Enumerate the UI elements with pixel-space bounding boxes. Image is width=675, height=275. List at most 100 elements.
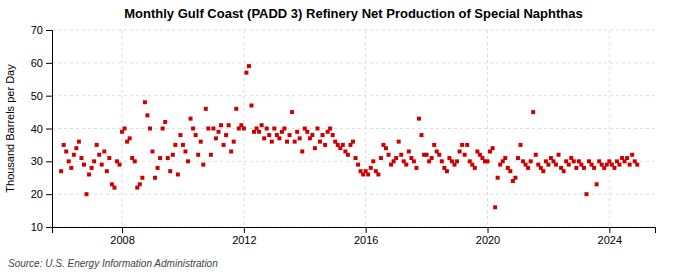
point [562, 169, 566, 173]
point [354, 156, 358, 160]
point [267, 133, 271, 137]
point [455, 159, 459, 163]
grid-line-y [52, 62, 655, 63]
point [313, 146, 317, 150]
point [295, 130, 299, 134]
point [387, 153, 391, 157]
tick: 2012 [232, 227, 256, 246]
chart-svg: 2008201220162020202410203040506070Monthl… [0, 0, 675, 275]
point [82, 163, 86, 167]
tick-label: 30 [31, 155, 43, 167]
point [74, 146, 78, 150]
tick: 40 [31, 123, 52, 135]
point [394, 156, 398, 160]
point [293, 140, 297, 144]
tick-label: 2024 [598, 234, 622, 246]
point [486, 159, 490, 163]
point [310, 133, 314, 137]
point [153, 176, 157, 180]
tick-label: 2012 [232, 234, 256, 246]
tick-label: 20 [31, 188, 43, 200]
point [584, 192, 588, 196]
point [262, 136, 266, 140]
point [123, 127, 127, 131]
point [171, 153, 175, 157]
point [178, 133, 182, 137]
point [151, 149, 155, 153]
point [77, 140, 81, 144]
point [437, 153, 441, 157]
point [399, 153, 403, 157]
point [102, 149, 106, 153]
point [491, 146, 495, 150]
tick: 10 [31, 221, 52, 233]
point [412, 159, 416, 163]
point [100, 163, 104, 167]
tick: 60 [31, 57, 52, 69]
point [206, 127, 210, 131]
tick-label: 40 [31, 123, 43, 135]
point [572, 159, 576, 163]
point [592, 166, 596, 170]
y-axis: 10203040506070 [31, 24, 53, 233]
point [346, 153, 350, 157]
tick-label: 2008 [110, 234, 134, 246]
tick: 2008 [110, 227, 134, 246]
point [432, 143, 436, 147]
point [417, 117, 421, 121]
point [513, 176, 517, 180]
tick-label: 50 [31, 90, 43, 102]
point [465, 143, 469, 147]
point [531, 110, 535, 114]
point [574, 166, 578, 170]
point [496, 176, 500, 180]
point [85, 192, 89, 196]
point [118, 163, 122, 167]
point [176, 172, 180, 176]
point [407, 149, 411, 153]
point [440, 159, 444, 163]
point [371, 159, 375, 163]
point [138, 182, 142, 186]
point [420, 133, 424, 137]
point [635, 163, 639, 167]
chart-container: 2008201220162020202410203040506070Monthl… [0, 0, 675, 275]
tick: 2016 [354, 227, 378, 246]
point [356, 163, 360, 167]
point [290, 110, 294, 114]
tick-mark [46, 63, 52, 64]
point [628, 163, 632, 167]
point [567, 163, 571, 167]
point [445, 169, 449, 173]
point [97, 153, 101, 157]
point [384, 146, 388, 150]
point [163, 120, 167, 124]
point [107, 156, 111, 160]
point [214, 136, 218, 140]
point [458, 149, 462, 153]
tick-mark [46, 96, 52, 97]
point [341, 143, 345, 147]
point [285, 140, 289, 144]
point [430, 156, 434, 160]
point [318, 140, 322, 144]
point [554, 163, 558, 167]
point [67, 159, 71, 163]
tick-mark [46, 30, 52, 31]
point [59, 169, 63, 173]
tick-mark [46, 161, 52, 162]
tick: 30 [31, 155, 52, 167]
point [222, 143, 226, 147]
point [298, 136, 302, 140]
grid-line-y [52, 30, 655, 31]
tick: 50 [31, 90, 52, 102]
point [630, 153, 634, 157]
point [617, 163, 621, 167]
point [219, 123, 223, 127]
point [156, 166, 160, 170]
point [204, 107, 208, 111]
point [260, 123, 264, 127]
point [508, 169, 512, 173]
point [265, 127, 269, 131]
tick-mark [609, 227, 610, 233]
